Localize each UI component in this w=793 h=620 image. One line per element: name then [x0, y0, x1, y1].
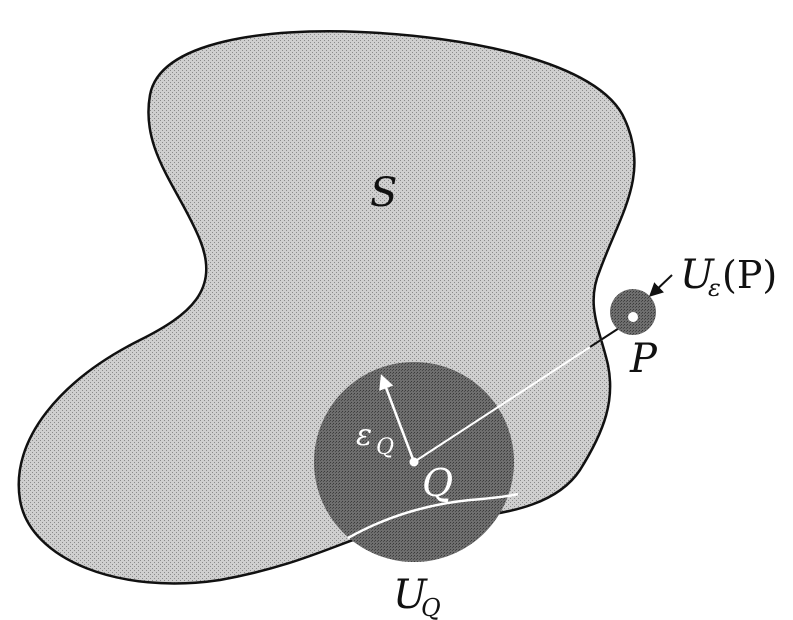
label-pointer-arrow: [648, 274, 673, 297]
svg-text:(P): (P): [722, 253, 777, 297]
label-neighborhood-p: U ε (P): [680, 252, 777, 302]
label-set-s: S: [370, 170, 397, 216]
label-point-q: Q: [422, 461, 453, 505]
label-radius: ε Q: [356, 418, 394, 460]
radius-arrow: [379, 374, 416, 463]
point-p-dot: [628, 312, 638, 322]
svg-text:Q: Q: [376, 435, 394, 460]
region-boundary-inside-disk: [347, 492, 519, 540]
label-neighborhood-q: U Q: [393, 572, 441, 620]
svg-text:U: U: [680, 252, 715, 298]
svg-text:Q: Q: [421, 594, 441, 620]
svg-text:ε: ε: [356, 418, 372, 453]
point-q-dot: [409, 457, 419, 467]
svg-text:U: U: [393, 572, 428, 618]
svg-text:ε: ε: [708, 274, 721, 302]
label-point-p: P: [629, 336, 658, 382]
